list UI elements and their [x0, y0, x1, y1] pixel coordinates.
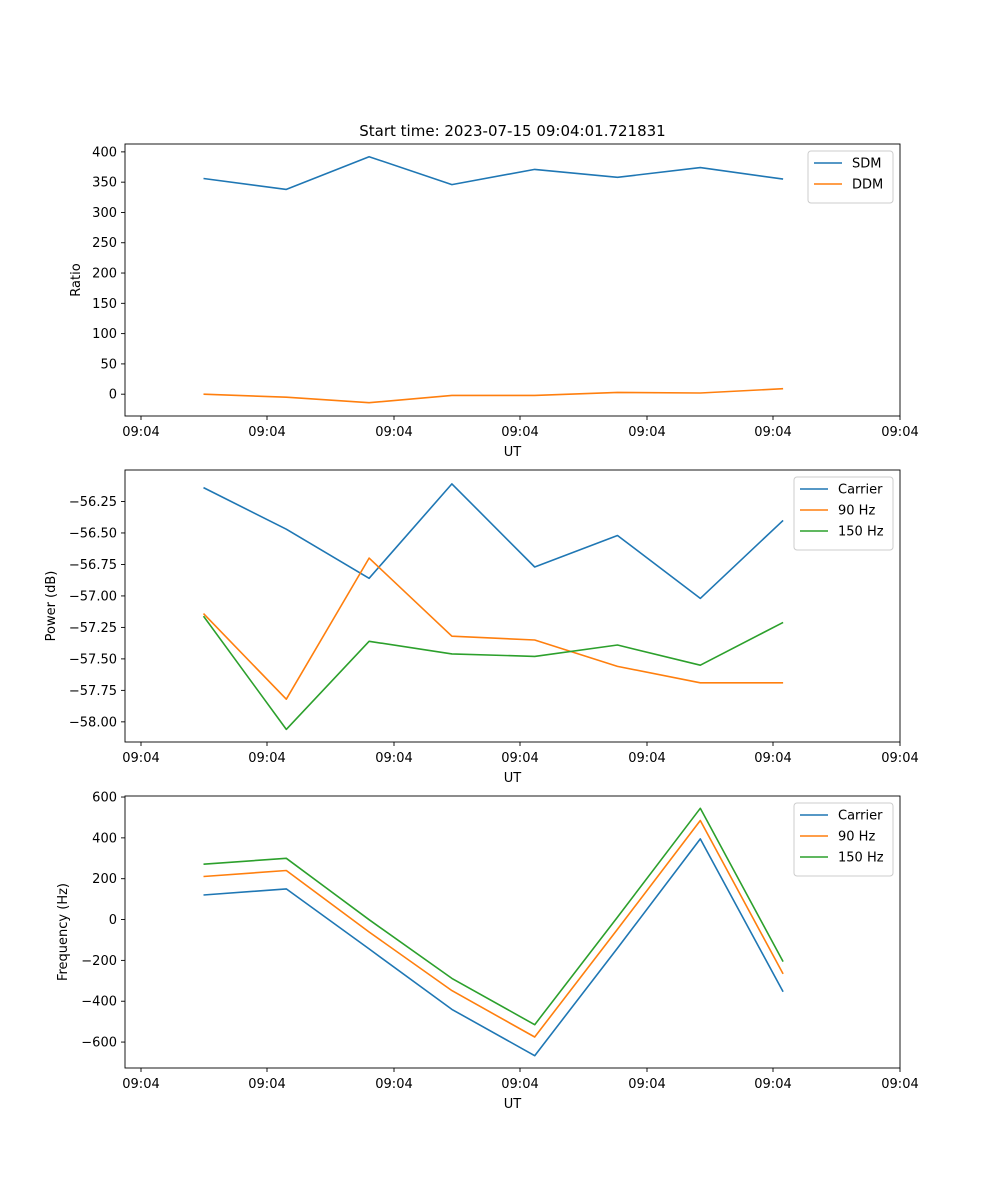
x-axis-label: UT	[504, 1097, 522, 1112]
legend-label: SDM	[852, 157, 881, 172]
x-tick-label: 09:04	[375, 751, 412, 766]
y-tick-label: 0	[109, 913, 117, 928]
axes-frame	[124, 143, 901, 417]
series-line-carrier	[203, 483, 784, 600]
series-line-sdm	[203, 155, 784, 191]
x-tick-label: 09:04	[501, 751, 538, 766]
y-tick-label: 100	[92, 327, 117, 342]
y-tick-label: 0	[109, 388, 117, 403]
y-tick-label: 400	[92, 145, 117, 160]
axes-frame	[124, 469, 901, 743]
y-tick-label: −58.00	[69, 715, 117, 730]
x-tick-label: 09:04	[628, 425, 665, 440]
x-tick-label: 09:04	[501, 1077, 538, 1092]
x-tick-label: 09:04	[375, 425, 412, 440]
x-tick-label: 09:04	[754, 425, 791, 440]
x-tick-label: 09:04	[248, 425, 285, 440]
series-line-90-hz	[203, 819, 784, 1038]
series-line-90-hz	[202, 557, 784, 701]
chart-panel-1: 0 50 100 150 200 250 300 350 400 09:04 09:04 09:04 0…	[69, 143, 919, 460]
y-axis-label: Ratio	[69, 263, 84, 296]
series-line-150-hz	[203, 807, 784, 1026]
x-tick-label: 09:04	[628, 1077, 665, 1092]
legend-label: 150 Hz	[838, 851, 884, 866]
chart-panel-2: −58.00 −57.75 −57.50 −57.25 −57.00 −56.75 −56.…	[44, 469, 919, 786]
legend-label: Carrier	[838, 809, 883, 824]
y-tick-label: −57.00	[69, 589, 117, 604]
y-tick-label: −400	[81, 995, 117, 1010]
series-line-ddm	[203, 387, 784, 404]
y-tick-label: 300	[92, 206, 117, 221]
legend-box	[807, 150, 894, 204]
y-tick-label: −57.75	[69, 684, 117, 699]
x-tick-label: 09:04	[122, 425, 159, 440]
axes-frame	[124, 795, 901, 1069]
x-axis-label: UT	[504, 771, 522, 786]
series-line-150-hz	[202, 615, 784, 731]
y-tick-label: 250	[92, 236, 117, 251]
y-tick-label: 150	[92, 297, 117, 312]
y-axis-label: Frequency (Hz)	[56, 883, 71, 981]
legend: SDM DDM	[807, 150, 894, 204]
series-line-carrier	[203, 838, 784, 1057]
x-tick-label: 09:04	[628, 751, 665, 766]
y-tick-label: 200	[92, 267, 117, 282]
x-tick-label: 09:04	[881, 1077, 918, 1092]
y-tick-label: −56.75	[69, 558, 117, 573]
y-tick-label: −57.50	[69, 652, 117, 667]
y-tick-label: 400	[92, 831, 117, 846]
y-tick-label: 350	[92, 176, 117, 191]
y-tick-label: 600	[92, 791, 117, 806]
x-tick-label: 09:04	[754, 1077, 791, 1092]
y-axis-label: Power (dB)	[44, 571, 59, 642]
x-tick-label: 09:04	[881, 425, 918, 440]
y-tick-label: −56.50	[69, 526, 117, 541]
legend-label: DDM	[852, 178, 883, 193]
x-tick-label: 09:04	[375, 1077, 412, 1092]
figure-title: Start time: 2023-07-15 09:04:01.721831	[359, 122, 665, 140]
y-tick-label: 50	[100, 357, 117, 372]
legend-label: 90 Hz	[838, 830, 875, 845]
legend-label: 150 Hz	[838, 525, 884, 540]
x-tick-label: 09:04	[501, 425, 538, 440]
x-tick-label: 09:04	[248, 1077, 285, 1092]
y-tick-label: 200	[92, 872, 117, 887]
x-tick-label: 09:04	[248, 751, 285, 766]
x-axis-label: UT	[504, 445, 522, 460]
x-tick-label: 09:04	[754, 751, 791, 766]
y-tick-label: −600	[81, 1036, 117, 1051]
chart-panel-3: −600 −400 −200 0 200 400 600 09:04 09:04 09:04 09:…	[56, 791, 919, 1112]
legend-label: 90 Hz	[838, 504, 875, 519]
x-tick-label: 09:04	[122, 751, 159, 766]
y-tick-label: −200	[81, 954, 117, 969]
legend: Carrier 90 Hz 150 Hz	[793, 476, 894, 551]
y-tick-label: −57.25	[69, 621, 117, 636]
y-tick-label: −56.25	[69, 495, 117, 510]
legend-label: Carrier	[838, 483, 883, 498]
x-tick-label: 09:04	[881, 751, 918, 766]
x-tick-label: 09:04	[122, 1077, 159, 1092]
legend: Carrier 90 Hz 150 Hz	[793, 802, 894, 877]
